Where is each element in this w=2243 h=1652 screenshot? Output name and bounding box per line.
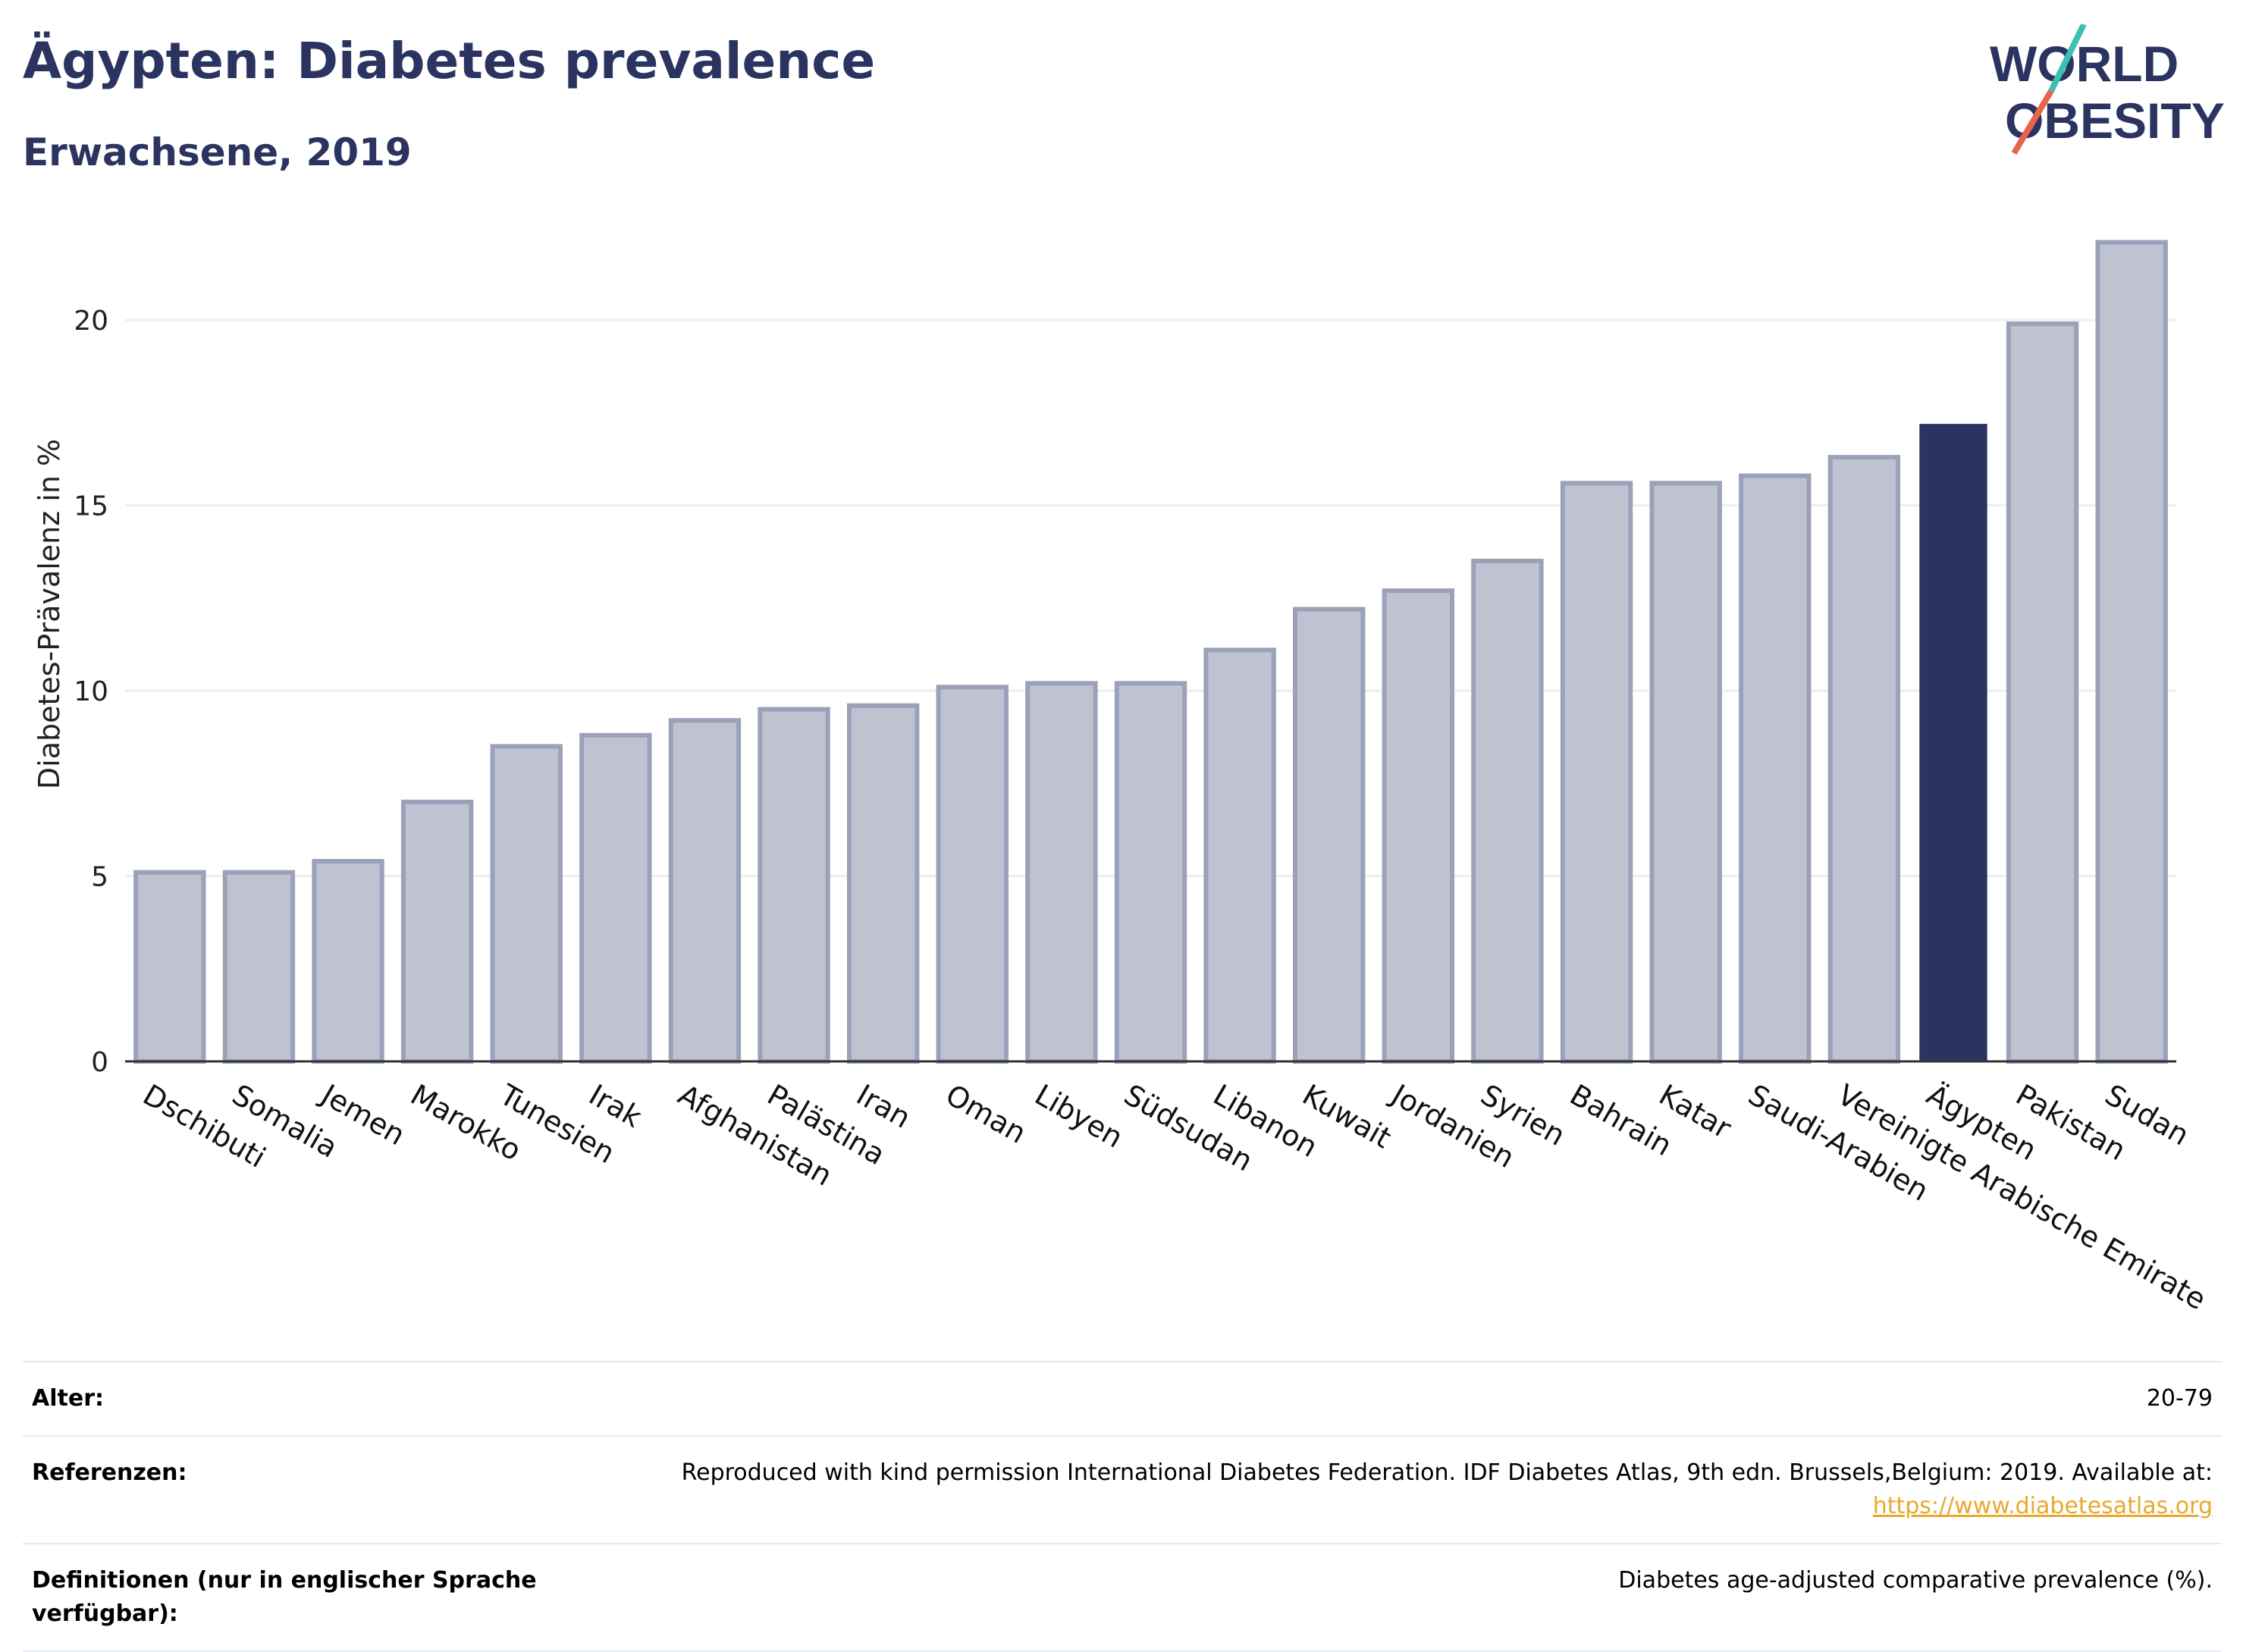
bar-iran [846,703,920,1064]
y-tick-label: 0 [91,1047,108,1078]
y-tick-label: 10 [74,676,108,707]
x-tick-label: Oman [940,1078,1032,1150]
logo-text-world: WORLD [1990,36,2179,92]
bars [133,240,2168,1064]
bar-chart: 05101520DschibutiSomaliaJemenMarokkoTune… [33,240,2212,1316]
bar-sudan [2095,240,2168,1064]
y-axis-label: Diabetes-Prävalenz in % [33,439,66,789]
world-obesity-logo: WORLD OBESITY [1990,24,2225,155]
metadata-table: Alter: 20-79 Referenzen: Reproduced with… [23,1361,2222,1652]
bar-saudi-arabien [1739,473,1812,1064]
meta-row-age: Alter: 20-79 [23,1361,2222,1436]
meta-value-age: 20-79 [572,1361,2222,1436]
bar-afghanistan [668,718,742,1064]
bar-oman [936,685,1009,1064]
logo-slash-coral [2011,89,2054,155]
bar-syrien [1471,559,1544,1064]
bar-palästina [758,707,830,1064]
logo-slash-teal [2048,24,2087,92]
bar-kuwait [1293,607,1366,1064]
x-tick-label: Bahrain [1564,1078,1677,1163]
reference-link[interactable]: https://www.diabetesatlas.org [1872,1493,2213,1519]
meta-row-references: Referenzen: Reproduced with kind permiss… [23,1435,2222,1544]
bar-südsudan [1114,681,1187,1064]
y-tick-label: 20 [74,306,108,337]
bar-tunesien [490,744,563,1064]
y-tick-label: 5 [91,862,108,893]
meta-value-references: Reproduced with kind permission Internat… [681,1459,2213,1486]
bar-somalia [222,870,296,1064]
bar-jordanien [1382,588,1455,1064]
meta-value-references-cell: Reproduced with kind permission Internat… [572,1435,2222,1544]
bar-jemen [312,859,384,1064]
meta-value-definitions: Diabetes age-adjusted comparative preval… [572,1543,2222,1652]
meta-label-age: Alter: [23,1361,572,1436]
meta-label-references: Referenzen: [23,1435,572,1544]
x-tick-label: Libyen [1029,1078,1128,1155]
bar-marokko [400,799,474,1064]
bar-pakistan [2006,321,2079,1064]
meta-row-definitions: Definitionen (nur in englischer Sprache … [23,1543,2222,1652]
bar-irak [579,732,652,1064]
bar-libyen [1025,681,1098,1064]
bar-libanon [1203,647,1276,1064]
meta-label-definitions: Definitionen (nur in englischer Sprache … [23,1543,572,1652]
bar-ägypten [1919,424,1987,1061]
page-title: Ägypten: Diabetes prevalence [23,32,876,90]
bar-katar [1649,481,1722,1064]
page-subtitle: Erwachsene, 2019 [23,130,412,174]
bar-dschibuti [133,870,206,1064]
bar-bahrain [1560,481,1633,1064]
y-tick-label: 15 [74,491,108,522]
axes: 05101520DschibutiSomaliaJemenMarokkoTune… [74,306,2211,1316]
bar-vereinigte-arabische-emirate [1827,455,1901,1064]
